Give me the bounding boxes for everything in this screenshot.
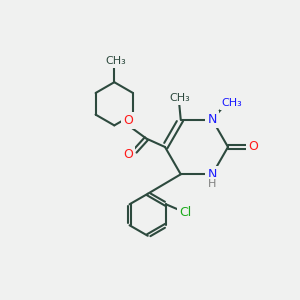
Text: Cl: Cl [179, 206, 191, 219]
Text: N: N [208, 113, 217, 126]
Text: H: H [208, 179, 216, 189]
Text: CH₃: CH₃ [169, 92, 190, 103]
Text: O: O [124, 148, 133, 161]
Text: CH₃: CH₃ [105, 56, 126, 66]
Text: O: O [124, 114, 133, 127]
Text: O: O [248, 140, 258, 154]
Text: N: N [208, 168, 217, 181]
Text: CH₃: CH₃ [222, 98, 242, 108]
